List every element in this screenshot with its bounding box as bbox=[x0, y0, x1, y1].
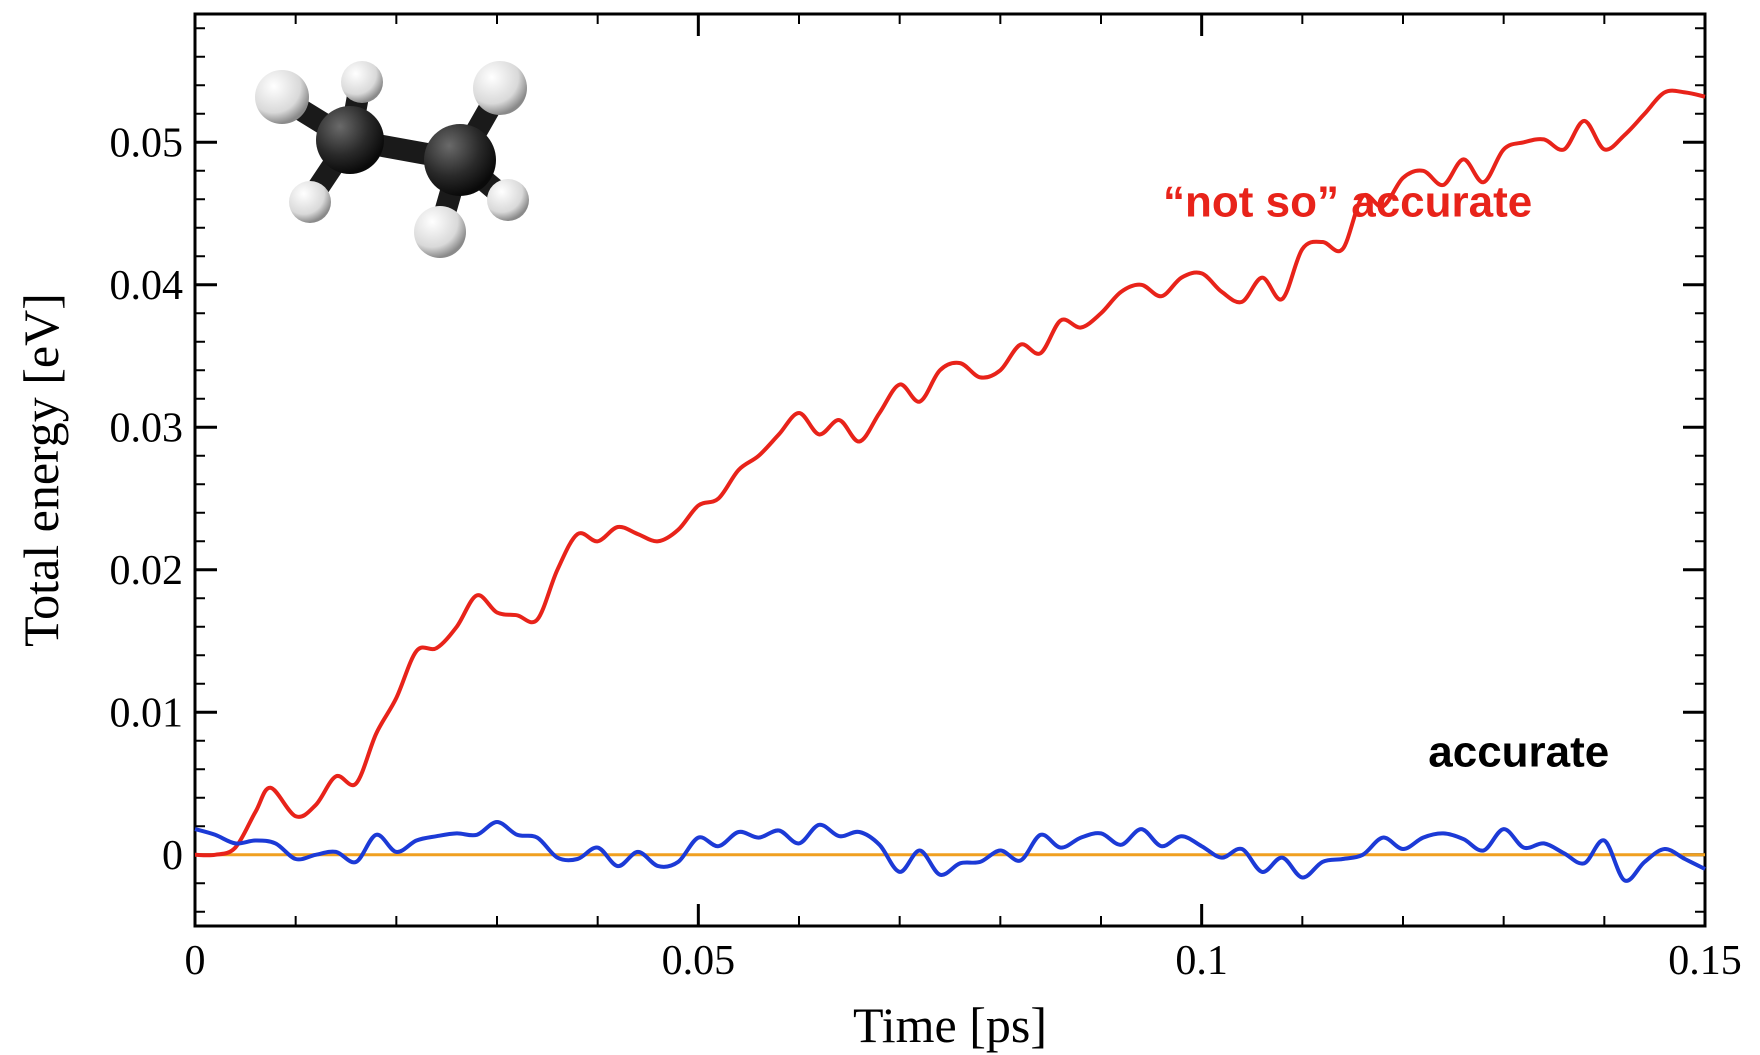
y-tick-label: 0.05 bbox=[110, 120, 184, 166]
x-tick-label: 0.1 bbox=[1175, 938, 1228, 984]
annotation-not-so-accurate: “not so” accurate bbox=[1163, 177, 1532, 226]
y-axis-title: Total energy [eV] bbox=[13, 293, 69, 647]
x-tick-label: 0 bbox=[185, 938, 206, 984]
y-tick-label: 0.01 bbox=[110, 690, 184, 736]
y-tick-labels: 0 0.01 0.02 0.03 0.04 0.05 bbox=[110, 120, 184, 879]
annotation-accurate: accurate bbox=[1428, 727, 1609, 776]
y-tick-label: 0.02 bbox=[110, 548, 184, 594]
y-tick-label: 0.04 bbox=[110, 263, 184, 309]
x-tick-label: 0.15 bbox=[1668, 938, 1742, 984]
x-axis-title: Time [ps] bbox=[853, 997, 1047, 1053]
x-tick-labels: 0 0.05 0.1 0.15 bbox=[185, 938, 1742, 984]
y-tick-label: 0 bbox=[162, 833, 183, 879]
minor-ticks bbox=[194, 14, 1706, 926]
series-line-not-so-accurate bbox=[194, 88, 1706, 858]
y-tick-label: 0.03 bbox=[110, 405, 184, 451]
series-line-accurate bbox=[194, 820, 1706, 883]
ethane-molecule-image bbox=[255, 61, 529, 258]
x-tick-label: 0.05 bbox=[662, 938, 736, 984]
